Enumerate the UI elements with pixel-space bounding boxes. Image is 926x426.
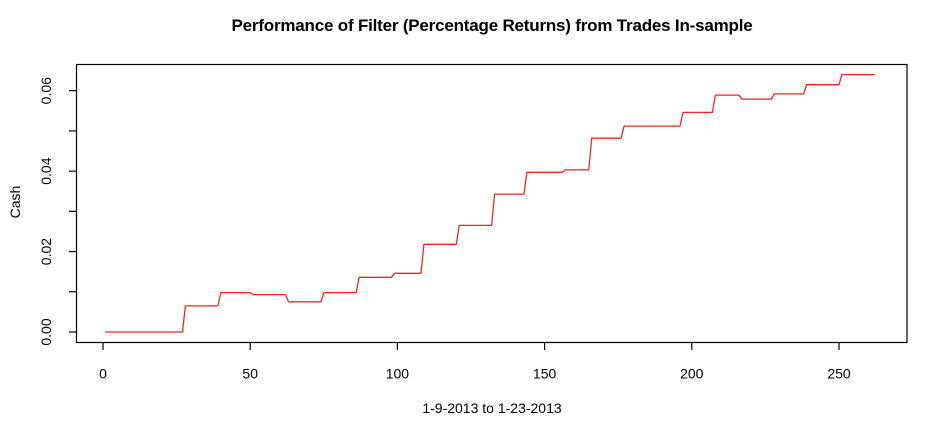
x-axis-tick-label: 50 — [242, 366, 258, 382]
x-axis-tick-label: 0 — [99, 366, 107, 382]
y-axis-tick-label: 0.06 — [38, 77, 54, 104]
x-axis-tick-label: 200 — [680, 366, 704, 382]
y-axis-tick-label: 0.00 — [38, 318, 54, 345]
plot-frame — [75, 63, 908, 344]
chart-title: Performance of Filter (Percentage Return… — [231, 16, 753, 35]
cash-step-line — [105, 73, 875, 333]
x-axis-tick-label: 100 — [386, 366, 410, 382]
x-axis-tick-label: 250 — [827, 366, 851, 382]
x-axis-tick-label: 150 — [533, 366, 557, 382]
y-axis-tick-label: 0.04 — [38, 157, 54, 184]
x-axis-label: 1-9-2013 to 1-23-2013 — [422, 400, 562, 416]
y-axis-tick-label: 0.02 — [38, 238, 54, 265]
